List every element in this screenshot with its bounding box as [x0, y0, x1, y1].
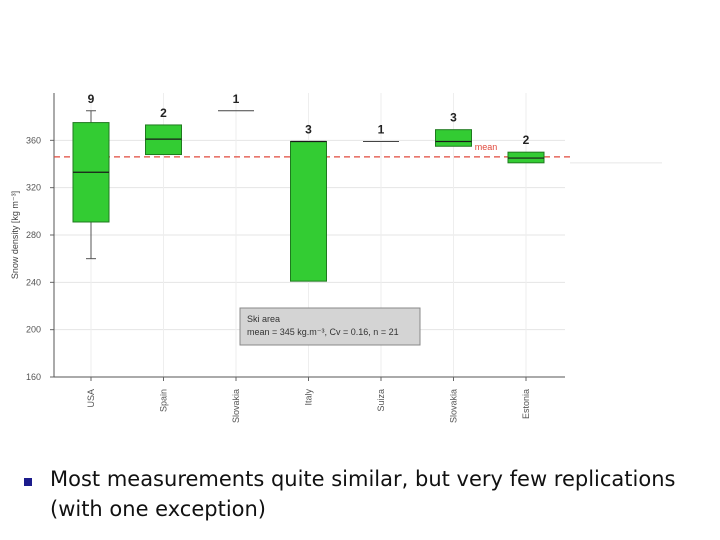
bullet-icon: [24, 478, 32, 486]
note-box: [239, 307, 421, 346]
box: [290, 141, 327, 282]
mean-label: mean: [475, 142, 498, 152]
y-tick-label: 160: [26, 372, 41, 382]
n-label: 2: [523, 133, 530, 147]
note-stats: mean = 345 kg.m⁻³, Cv = 0.16, n = 21: [247, 327, 399, 337]
y-axis-label: Snow density [kg m⁻³]: [10, 191, 20, 279]
note-title: Ski area: [247, 314, 280, 324]
x-tick-label: Estonia: [521, 389, 531, 419]
y-tick-label: 280: [26, 230, 41, 240]
n-label: 3: [305, 123, 312, 137]
x-tick-label: Suiza: [376, 389, 386, 412]
box-plot-chart: 160 200 240 280 320 360 Snow density [kg m⁻³] U…: [10, 92, 662, 423]
n-label: 9: [88, 92, 95, 106]
slide-caption: Most measurements quite similar, but ver…: [50, 467, 676, 521]
n-label: 3: [450, 111, 457, 125]
n-label: 1: [233, 92, 240, 106]
box: [435, 129, 472, 147]
x-tick-label: Slovakia: [231, 389, 241, 423]
x-tick-label: USA: [86, 389, 96, 408]
x-tick-label: Spain: [159, 389, 169, 412]
y-tick-label: 200: [26, 325, 41, 335]
y-tick-label: 240: [26, 277, 41, 287]
n-label: 1: [378, 123, 385, 137]
y-tick-label: 320: [26, 183, 41, 193]
x-tick-label: Italy: [304, 389, 314, 406]
y-tick-label: 360: [26, 135, 41, 145]
n-label: 2: [160, 106, 167, 120]
x-tick-label: Slovakia: [449, 389, 459, 423]
